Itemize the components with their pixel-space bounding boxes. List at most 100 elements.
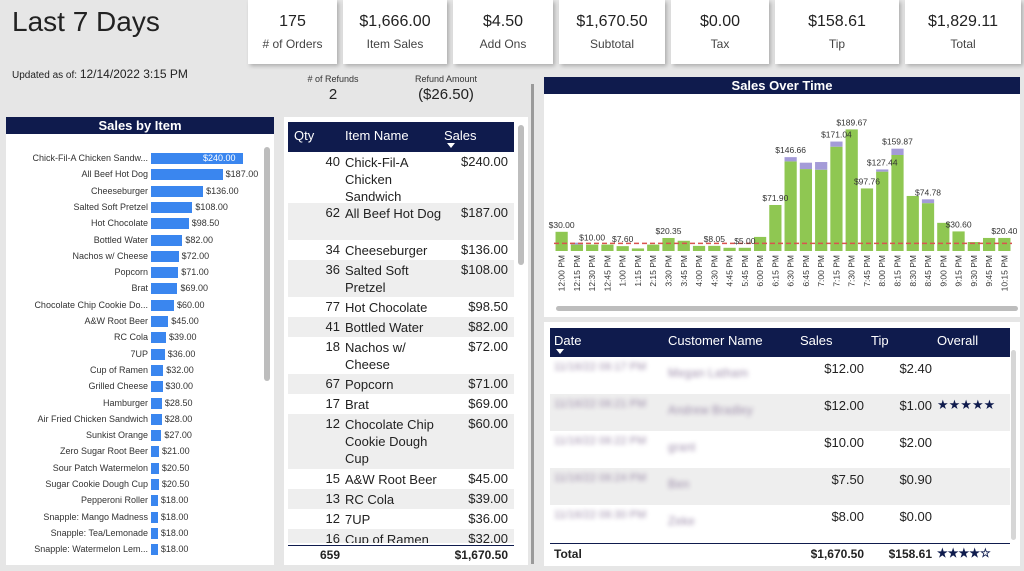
chart-bar[interactable]: [784, 161, 797, 251]
item-sales-bar[interactable]: [151, 250, 179, 262]
item-sales-bar[interactable]: [151, 495, 158, 507]
chart-bar[interactable]: [555, 231, 568, 251]
item-sales-bar[interactable]: [151, 316, 169, 327]
chart-bar-segment[interactable]: [799, 162, 813, 170]
kpi-card-tax[interactable]: $0.00 Tax: [671, 0, 769, 64]
table-row[interactable]: 62 All Beef Hot Dog $187.00: [288, 203, 514, 240]
sales-by-item-row[interactable]: Hamburger $28.50: [6, 395, 274, 411]
table-row[interactable]: 36 Salted Soft Pretzel $108.00: [288, 260, 514, 297]
sales-by-item-row[interactable]: Sour Patch Watermelon $20.50: [6, 460, 274, 476]
kpi-card-item-sales[interactable]: $1,666.00 Item Sales: [343, 0, 447, 64]
chart-bar[interactable]: [860, 188, 874, 251]
sales-by-item-row[interactable]: Salted Soft Pretzel $108.00: [6, 199, 274, 215]
chart-horizontal-scrollbar[interactable]: [556, 306, 1018, 311]
item-sales-bar[interactable]: [151, 267, 179, 279]
table-row[interactable]: 13 RC Cola $39.00: [288, 489, 514, 509]
chart-bar[interactable]: [631, 248, 645, 251]
table-row[interactable]: 40 Chick-Fil-A Chicken Sandwich $240.00: [288, 152, 514, 204]
chart-bar[interactable]: [921, 203, 935, 251]
item-sales-bar[interactable]: [151, 283, 178, 295]
item-sales-bar[interactable]: [151, 479, 159, 490]
kpi-card-total[interactable]: $1,829.11 Total: [905, 0, 1021, 64]
chart-bar-segment[interactable]: [815, 162, 828, 170]
table-row[interactable]: 11/16/22 06:22 PM grant $10.00 $2.00: [550, 431, 1010, 468]
chart-bar[interactable]: [982, 237, 996, 251]
table-row[interactable]: 12 Chocolate Chip Cookie Dough Cup $60.00: [288, 414, 514, 469]
sales-by-item-row[interactable]: Popcorn $71.00: [6, 264, 274, 280]
kpi-card-add-ons[interactable]: $4.50 Add Ons: [453, 0, 553, 64]
item-sales-bar[interactable]: [151, 544, 158, 556]
sales-by-item-row[interactable]: Snapple: Tea/Lemonade $18.00: [6, 525, 274, 541]
sales-by-item-row[interactable]: Sunkist Orange $27.00: [6, 427, 274, 443]
chart-bar[interactable]: [601, 244, 614, 251]
item-table-scrollbar[interactable]: [518, 125, 524, 265]
chart-bar[interactable]: [799, 169, 813, 251]
item-sales-bar[interactable]: [151, 169, 223, 181]
chart-bar-segment[interactable]: [876, 169, 889, 172]
chart-bar[interactable]: [952, 231, 965, 251]
table-row[interactable]: 41 Bottled Water $82.00: [288, 317, 514, 337]
chart-bar[interactable]: [998, 237, 1011, 251]
item-sales-bar[interactable]: [151, 348, 165, 360]
chart-bar-segment[interactable]: [891, 148, 904, 155]
item-sales-bar[interactable]: [151, 527, 158, 539]
table-row[interactable]: 11/16/22 06:30 PM Zeke $8.00 $0.00: [550, 505, 1010, 542]
table-row[interactable]: 77 Hot Chocolate $98.50: [288, 297, 514, 317]
chart-bar-segment[interactable]: [830, 141, 843, 147]
sales-by-item-row[interactable]: Cheeseburger $136.00: [6, 183, 274, 199]
item-sales-bar[interactable]: [151, 413, 162, 425]
chart-bar[interactable]: [570, 244, 584, 251]
kpi-card-tip[interactable]: $158.61 Tip: [775, 0, 899, 64]
col-header-sales[interactable]: Sales: [800, 333, 833, 348]
chart-bar[interactable]: [891, 155, 904, 251]
chart-bar[interactable]: [677, 240, 690, 251]
sort-descending-icon[interactable]: [447, 143, 455, 148]
sort-descending-icon[interactable]: [556, 349, 564, 354]
chart-bar[interactable]: [616, 246, 629, 251]
table-row[interactable]: 17 Brat $69.00: [288, 394, 514, 414]
sales-by-item-row[interactable]: Bottled Water $82.00: [6, 232, 274, 248]
item-sales-bar[interactable]: [151, 201, 193, 213]
col-header-date[interactable]: Date: [554, 333, 582, 348]
sales-by-item-row[interactable]: Snapple: Watermelon Lem... $18.00: [6, 541, 274, 557]
table-row[interactable]: 12 7UP $36.00: [288, 509, 514, 529]
col-header-overall[interactable]: Overall: [937, 333, 979, 348]
item-sales-bar[interactable]: [151, 430, 162, 442]
chart-bar[interactable]: [647, 244, 660, 251]
chart-bar-segment[interactable]: [570, 242, 584, 245]
chart-bar[interactable]: [815, 169, 828, 251]
chart-bar[interactable]: [876, 171, 889, 251]
customer-table-scrollbar[interactable]: [1011, 350, 1016, 540]
sales-by-item-row[interactable]: Chocolate Chip Cookie Do... $60.00: [6, 297, 274, 313]
sales-by-item-row[interactable]: Cup of Ramen $32.00: [6, 362, 274, 378]
chart-bar[interactable]: [845, 129, 858, 251]
table-row[interactable]: 11/16/22 06:24 PM Ben $7.50 $0.90: [550, 468, 1010, 505]
chart-bar[interactable]: [830, 146, 843, 251]
table-row[interactable]: 67 Popcorn $71.00: [288, 374, 514, 394]
table-row[interactable]: 15 A&W Root Beer $45.00: [288, 469, 514, 489]
sales-by-item-row[interactable]: Hot Chocolate $98.50: [6, 215, 274, 231]
sales-by-item-row[interactable]: Sugar Cookie Dough Cup $20.50: [6, 476, 274, 492]
col-header-sales[interactable]: Sales: [444, 128, 477, 143]
sales-by-item-row[interactable]: Snapple: Mango Madness $18.00: [6, 509, 274, 525]
item-sales-bar[interactable]: [151, 364, 164, 376]
col-header-customer-name[interactable]: Customer Name: [668, 333, 763, 348]
table-row[interactable]: 18 Nachos w/ Cheese $72.00: [288, 337, 514, 374]
sales-by-item-row[interactable]: Nachos w/ Cheese $72.00: [6, 248, 274, 264]
item-sales-bar[interactable]: [151, 185, 204, 197]
sales-by-item-row[interactable]: A&W Root Beer $45.00: [6, 313, 274, 329]
item-sales-bar[interactable]: [151, 153, 243, 164]
item-sales-bar[interactable]: [151, 332, 166, 344]
kpi-card-orders[interactable]: 175 # of Orders: [248, 0, 337, 64]
item-sales-bar[interactable]: [151, 446, 160, 458]
item-sales-bar[interactable]: [151, 511, 158, 523]
table-row[interactable]: 34 Cheeseburger $136.00: [288, 240, 514, 260]
item-sales-bar[interactable]: [151, 462, 159, 474]
kpi-card-subtotal[interactable]: $1,670.50 Subtotal: [559, 0, 665, 64]
sales-by-item-row[interactable]: Zero Sugar Root Beer $21.00: [6, 443, 274, 459]
chart-bar[interactable]: [586, 244, 599, 251]
chart-bar[interactable]: [769, 204, 782, 251]
chart-bar[interactable]: [692, 245, 706, 251]
col-header-qty[interactable]: Qty: [294, 128, 315, 143]
table-row[interactable]: 16 Cup of Ramen $32.00: [288, 529, 514, 543]
